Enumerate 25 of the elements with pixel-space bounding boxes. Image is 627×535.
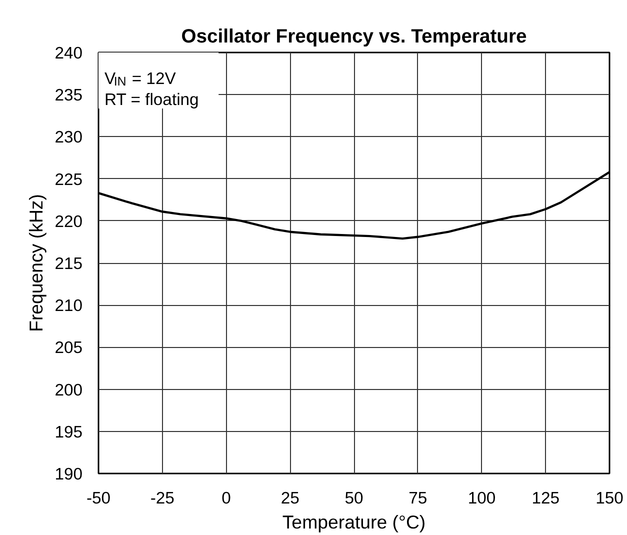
chart-title: Oscillator Frequency vs. Temperature bbox=[181, 26, 528, 48]
y-tick-label: 190 bbox=[54, 464, 83, 484]
annotation: VIN = 12V bbox=[104, 69, 177, 88]
y-axis-title: Frequency (kHz) bbox=[26, 194, 47, 332]
x-tick-label: 150 bbox=[596, 488, 624, 508]
x-tick-label: 125 bbox=[532, 488, 560, 508]
y-tick-label: 220 bbox=[54, 212, 83, 231]
x-axis-title: Temperature (°C) bbox=[282, 512, 426, 532]
y-tick-label: 210 bbox=[54, 296, 83, 316]
x-tick-label: -50 bbox=[86, 488, 111, 508]
x-tick-label: 75 bbox=[408, 488, 428, 508]
y-tick-label: 235 bbox=[54, 86, 83, 105]
y-tick-label: 230 bbox=[54, 128, 83, 147]
y-tick-label: 205 bbox=[54, 338, 83, 358]
y-tick-label: 200 bbox=[54, 380, 83, 400]
x-tick-label: 100 bbox=[468, 488, 496, 508]
annotation: RT = floating bbox=[104, 90, 199, 109]
y-tick-label: 225 bbox=[54, 170, 83, 189]
y-tick-label: 215 bbox=[54, 254, 83, 273]
y-tick-label: 240 bbox=[54, 44, 83, 62]
x-tick-label: -25 bbox=[150, 488, 174, 508]
x-tick-label: 25 bbox=[280, 488, 300, 508]
y-tick-label: 195 bbox=[54, 422, 83, 442]
x-tick-label: 0 bbox=[222, 488, 231, 508]
x-tick-label: 50 bbox=[344, 488, 364, 508]
